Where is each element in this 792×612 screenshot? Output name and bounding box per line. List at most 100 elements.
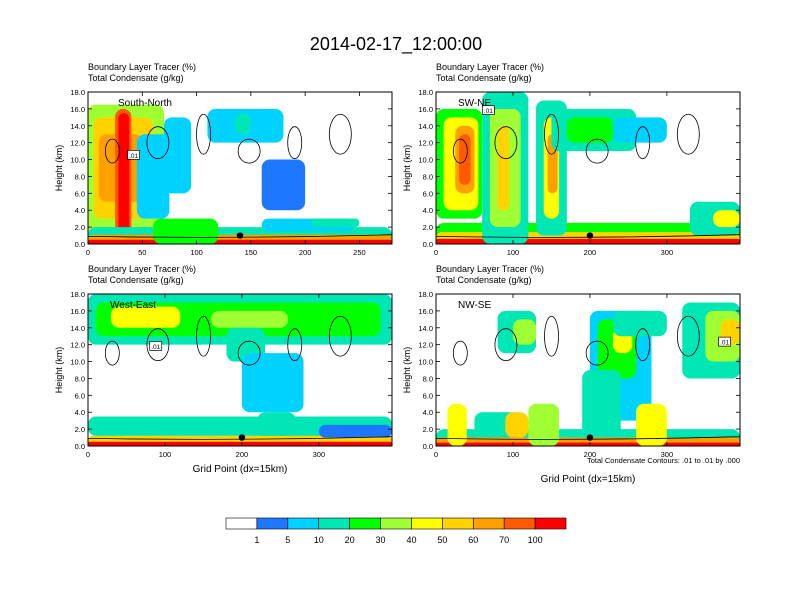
- y-tick-label: 4.0: [75, 206, 85, 215]
- y-tick-label: 14.0: [418, 324, 433, 333]
- y-axis-label: Height (km): [54, 145, 64, 192]
- x-tick-label: 0: [86, 248, 90, 257]
- panel-nw-se: Boundary Layer Tracer (%)Total Condensat…: [402, 264, 741, 485]
- y-axis-label: Height (km): [402, 145, 412, 192]
- panel-header-tracer: Boundary Layer Tracer (%): [88, 264, 196, 274]
- y-axis-label: Height (km): [54, 347, 64, 394]
- tracer-region: [136, 134, 170, 219]
- y-tick-label: 4.0: [423, 206, 433, 215]
- y-tick-label: 4.0: [423, 408, 433, 417]
- tracer-region: [234, 113, 251, 135]
- panel-header-condensate: Total Condensate (g/kg): [436, 73, 532, 83]
- x-tick-label: 300: [313, 450, 326, 459]
- y-tick-label: 2.0: [423, 223, 433, 232]
- x-tick-label: 0: [434, 450, 438, 459]
- y-tick-label: 8.0: [423, 172, 433, 181]
- tracer-region: [512, 319, 537, 345]
- contour-note: Total Condensate Contours: .01 to .01 by…: [587, 456, 740, 465]
- colorbar-swatch: [380, 517, 412, 530]
- condensate-contour: [328, 315, 352, 357]
- contour-label-box: [149, 341, 163, 351]
- colorbar: 1 5 10 20 30 40 50 60 70 100: [225, 517, 567, 545]
- y-tick-label: 16.0: [70, 105, 85, 114]
- y-tick-label: 0.0: [75, 240, 85, 249]
- condensate-contour: [104, 340, 120, 366]
- colorbar-label: 5: [285, 535, 290, 545]
- y-tick-label: 0.0: [75, 442, 85, 451]
- colorbar-label: 100: [528, 535, 543, 545]
- x-tick-label: 150: [245, 248, 258, 257]
- contour-label-text: .01: [129, 153, 138, 160]
- colorbar-swatch: [411, 517, 443, 530]
- y-tick-label: 2.0: [423, 425, 433, 434]
- figure-title: 2014-02-17_12:00:00: [310, 34, 482, 55]
- x-axis-label: Grid Point (dx=15km): [193, 464, 288, 475]
- tracer-field: [436, 92, 740, 244]
- x-tick-label: 0: [86, 450, 90, 459]
- contour-label: .01: [481, 105, 495, 115]
- colorbar-label: 70: [499, 535, 509, 545]
- x-tick-label: 200: [584, 450, 597, 459]
- panel-west-east: Boundary Layer Tracer (%)Total Condensat…: [54, 264, 393, 475]
- y-tick-label: 8.0: [423, 374, 433, 383]
- x-tick-label: 200: [299, 248, 312, 257]
- panel-header-condensate: Total Condensate (g/kg): [88, 73, 184, 83]
- contour-label-box: [127, 149, 140, 160]
- colorbar-label: 10: [314, 535, 324, 545]
- condensate-contour: [635, 328, 651, 362]
- x-tick-label: 100: [507, 450, 520, 459]
- panel-header-condensate: Total Condensate (g/kg): [88, 275, 184, 285]
- colorbar-swatch: [534, 517, 567, 530]
- condensate-contour: [452, 340, 468, 366]
- y-tick-label: 14.0: [70, 122, 85, 131]
- tracer-region: [436, 238, 740, 244]
- y-tick-label: 18.0: [70, 290, 85, 299]
- condensate-contour: [196, 315, 211, 357]
- tracer-region: [436, 442, 740, 446]
- x-tick-label: 200: [584, 248, 597, 257]
- tracer-field: [88, 104, 392, 244]
- y-tick-label: 18.0: [70, 88, 85, 97]
- colorbar-label: 1: [254, 535, 259, 545]
- condensate-contour: [196, 113, 211, 155]
- panel-name: NW-SE: [458, 300, 491, 311]
- y-tick-label: 14.0: [70, 324, 85, 333]
- condensate-contour: [544, 315, 559, 357]
- tracer-region: [250, 108, 273, 126]
- tracer-region: [88, 416, 392, 436]
- tracer-region: [613, 310, 667, 337]
- panel-header-tracer: Boundary Layer Tracer (%): [436, 62, 544, 72]
- tracer-region: [111, 306, 181, 328]
- tracer-region: [318, 424, 392, 438]
- y-tick-label: 10.0: [418, 358, 433, 367]
- condensate-contour: [676, 113, 700, 155]
- condensate-contour: [287, 328, 303, 362]
- tracer-region: [241, 353, 304, 413]
- panel-name: West-East: [110, 300, 156, 311]
- tracer-region: [88, 239, 392, 244]
- y-tick-label: 8.0: [75, 172, 85, 181]
- condensate-contour: [544, 113, 559, 155]
- x-tick-label: 200: [236, 450, 249, 459]
- x-axis-label: Grid Point (dx=15km): [541, 474, 636, 485]
- x-tick-label: 100: [159, 450, 172, 459]
- condensate-contour: [676, 315, 700, 357]
- y-tick-label: 16.0: [70, 307, 85, 316]
- colorbar-swatch: [318, 517, 350, 530]
- location-marker: [586, 232, 594, 239]
- y-tick-label: 4.0: [75, 408, 85, 417]
- location-marker: [586, 434, 594, 441]
- condensate-contour: [635, 126, 651, 160]
- colorbar-label: 30: [376, 535, 386, 545]
- condensate-contour: [494, 126, 518, 160]
- x-tick-label: 300: [661, 248, 674, 257]
- x-tick-label: 100: [190, 248, 203, 257]
- y-tick-label: 12.0: [418, 139, 433, 148]
- colorbar-swatch: [503, 517, 536, 530]
- condensate-contour: [237, 138, 261, 164]
- panel-frame: [87, 91, 393, 245]
- tracer-region: [497, 125, 510, 211]
- contour-label: .01: [149, 341, 163, 351]
- condensate-contour: [104, 138, 120, 164]
- panel-frame: [435, 293, 741, 447]
